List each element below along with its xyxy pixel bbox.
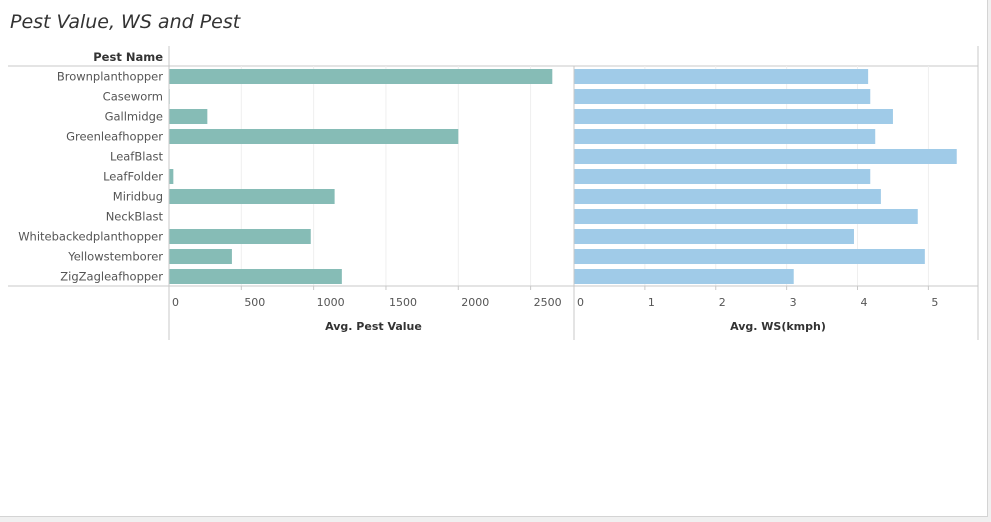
category-label: ZigZagleafhopper [60,270,163,284]
bar-ws-leafblast [574,149,957,164]
bar-ws-brownplanthopper [574,69,869,84]
x-tick-label: 0 [172,296,179,309]
x-tick-label: 2 [719,296,726,309]
category-label: Whitebackedplanthopper [18,230,163,244]
category-label: Greenleafhopper [66,130,163,144]
category-label: LeafBlast [110,150,163,164]
x-tick-label: 0 [577,296,584,309]
bar-pest-value-brownplanthopper [169,69,553,84]
bar-ws-leaffolder [574,169,871,184]
bar-ws-whitebackedplanthopper [574,229,854,244]
x-tick-label: 4 [861,296,868,309]
page-title: Pest Value, WS and Pest [10,11,241,33]
bar-ws-miridbug [574,189,881,204]
bar-pest-value-yellowstemborer [169,249,232,264]
category-label: Caseworm [103,90,163,104]
category-label: Yellowstemborer [67,250,163,264]
bar-pest-value-gallmidge [169,109,208,124]
x-axis-title: Avg. WS(kmph) [730,320,826,333]
bar-pest-value-miridbug [169,189,335,204]
x-tick-label: 2000 [461,296,489,309]
bar-pest-value-greenleafhopper [169,129,459,144]
x-tick-label: 1 [648,296,655,309]
x-tick-label: 500 [244,296,265,309]
bar-pest-value-leaffolder [169,169,174,184]
category-label: Miridbug [113,190,163,204]
x-tick-label: 1500 [389,296,417,309]
bar-ws-neckblast [574,209,918,224]
x-tick-label: 2500 [534,296,562,309]
row-header-label: Pest Name [93,50,163,64]
bar-ws-gallmidge [574,109,893,124]
x-tick-label: 1000 [317,296,345,309]
category-label: LeafFolder [103,170,163,184]
category-label: Brownplanthopper [57,70,163,84]
bar-ws-yellowstemborer [574,249,925,264]
x-tick-label: 5 [931,296,938,309]
bar-ws-zigzagleafhopper [574,269,794,284]
category-label: Gallmidge [105,110,163,124]
x-tick-label: 3 [790,296,797,309]
bar-pest-value-zigzagleafhopper [169,269,342,284]
bar-pest-value-whitebackedplanthopper [169,229,311,244]
x-axis-title: Avg. Pest Value [325,320,422,333]
category-label: NeckBlast [106,210,164,224]
bar-ws-greenleafhopper [574,129,876,144]
bar-ws-caseworm [574,89,871,104]
